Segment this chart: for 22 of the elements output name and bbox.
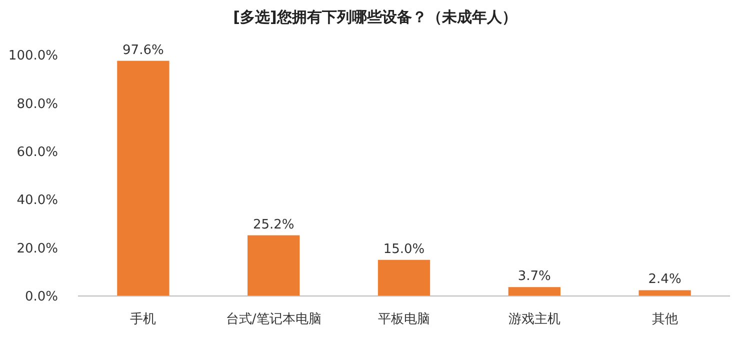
- data-label: 2.4%: [648, 272, 682, 288]
- data-label: 97.6%: [122, 42, 164, 58]
- y-tick-label: 20.0%: [16, 241, 58, 256]
- x-tick-label: 其他: [652, 312, 678, 327]
- x-tick-label: 手机: [130, 312, 156, 327]
- bar: [117, 60, 170, 296]
- x-tick-label: 台式/笔记本电脑: [226, 312, 322, 327]
- data-label: 25.2%: [252, 217, 294, 232]
- x-tick-label: 平板电脑: [378, 312, 430, 327]
- chart-title: [多选]您拥有下列哪些设备？（未成年人）: [233, 8, 517, 26]
- y-tick-label: 80.0%: [16, 96, 58, 112]
- data-label: 15.0%: [383, 242, 425, 257]
- x-tick-label: 游戏主机: [508, 311, 560, 327]
- bar: [638, 290, 691, 296]
- y-tick-label: 0.0%: [24, 290, 58, 305]
- bar: [378, 260, 430, 296]
- bar: [248, 235, 300, 296]
- bar: [508, 287, 560, 296]
- y-tick-label: 40.0%: [16, 193, 58, 208]
- y-tick-label: 100.0%: [8, 48, 58, 64]
- data-label: 3.7%: [518, 269, 551, 284]
- y-tick-label: 60.0%: [16, 144, 58, 160]
